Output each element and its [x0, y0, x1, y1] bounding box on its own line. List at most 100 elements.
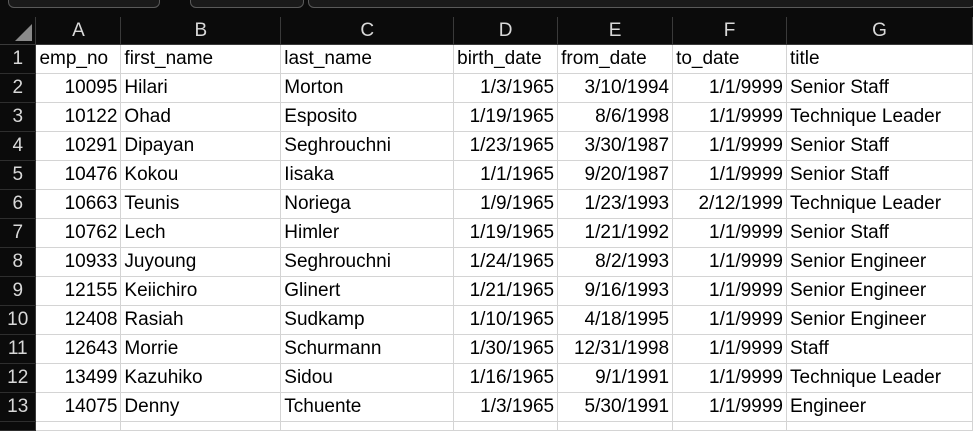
column-header-e[interactable]: E [557, 17, 674, 45]
cell-c9[interactable]: Glinert [280, 276, 455, 306]
cell-f13[interactable]: 1/1/9999 [672, 392, 787, 422]
column-header-g[interactable]: G [786, 17, 973, 45]
cell-d8[interactable]: 1/24/1965 [453, 247, 559, 277]
cell-b12[interactable]: Kazuhiko [120, 363, 282, 393]
cell-d1[interactable]: birth_date [453, 44, 559, 74]
cell-c13[interactable]: Tchuente [280, 392, 455, 422]
cell-f10[interactable]: 1/1/9999 [672, 305, 787, 335]
cell-d6[interactable]: 1/9/1965 [453, 189, 559, 219]
cell-b6[interactable]: Teunis [120, 189, 282, 219]
cell-d13[interactable]: 1/3/1965 [453, 392, 559, 422]
cell-d9[interactable]: 1/21/1965 [453, 276, 559, 306]
cell-e8[interactable]: 8/2/1993 [557, 247, 674, 277]
cell-d7[interactable]: 1/19/1965 [453, 218, 559, 248]
cell-g8[interactable]: Senior Engineer [786, 247, 973, 277]
cell-a5[interactable]: 10476 [35, 160, 122, 190]
cell-partial[interactable] [35, 421, 122, 431]
cell-c5[interactable]: Iisaka [280, 160, 455, 190]
cell-a12[interactable]: 13499 [35, 363, 122, 393]
cell-e7[interactable]: 1/21/1992 [557, 218, 674, 248]
toolbar-control[interactable] [8, 0, 160, 8]
column-header-a[interactable]: A [35, 17, 122, 45]
cell-partial[interactable] [120, 421, 282, 431]
column-header-f[interactable]: F [672, 17, 787, 45]
cell-a4[interactable]: 10291 [35, 131, 122, 161]
cell-g5[interactable]: Senior Staff [786, 160, 973, 190]
cell-b11[interactable]: Morrie [120, 334, 282, 364]
cell-b5[interactable]: Kokou [120, 160, 282, 190]
cell-partial[interactable] [672, 421, 787, 431]
cell-f11[interactable]: 1/1/9999 [672, 334, 787, 364]
cell-g2[interactable]: Senior Staff [786, 73, 973, 103]
cell-c3[interactable]: Esposito [280, 102, 455, 132]
cell-f1[interactable]: to_date [672, 44, 787, 74]
row-header[interactable]: 7 [0, 218, 37, 248]
cell-a8[interactable]: 10933 [35, 247, 122, 277]
cell-c2[interactable]: Morton [280, 73, 455, 103]
cell-g6[interactable]: Technique Leader [786, 189, 973, 219]
cell-e9[interactable]: 9/16/1993 [557, 276, 674, 306]
row-header[interactable]: 9 [0, 276, 37, 306]
cell-f3[interactable]: 1/1/9999 [672, 102, 787, 132]
column-header-d[interactable]: D [453, 17, 559, 45]
cell-a7[interactable]: 10762 [35, 218, 122, 248]
cell-d3[interactable]: 1/19/1965 [453, 102, 559, 132]
cell-g13[interactable]: Engineer [786, 392, 973, 422]
cell-partial[interactable] [786, 421, 973, 431]
cell-c1[interactable]: last_name [280, 44, 455, 74]
cell-e2[interactable]: 3/10/1994 [557, 73, 674, 103]
cell-partial[interactable] [280, 421, 455, 431]
cell-f2[interactable]: 1/1/9999 [672, 73, 787, 103]
cell-f7[interactable]: 1/1/9999 [672, 218, 787, 248]
column-header-b[interactable]: B [120, 17, 282, 45]
cell-e5[interactable]: 9/20/1987 [557, 160, 674, 190]
cell-a6[interactable]: 10663 [35, 189, 122, 219]
cell-d11[interactable]: 1/30/1965 [453, 334, 559, 364]
cell-f4[interactable]: 1/1/9999 [672, 131, 787, 161]
cell-f5[interactable]: 1/1/9999 [672, 160, 787, 190]
select-all-corner[interactable] [0, 17, 37, 45]
cell-d5[interactable]: 1/1/1965 [453, 160, 559, 190]
cell-e11[interactable]: 12/31/1998 [557, 334, 674, 364]
cell-c8[interactable]: Seghrouchni [280, 247, 455, 277]
cell-e12[interactable]: 9/1/1991 [557, 363, 674, 393]
cell-a1[interactable]: emp_no [35, 44, 122, 74]
cell-e4[interactable]: 3/30/1987 [557, 131, 674, 161]
cell-f8[interactable]: 1/1/9999 [672, 247, 787, 277]
cell-c6[interactable]: Noriega [280, 189, 455, 219]
cell-e13[interactable]: 5/30/1991 [557, 392, 674, 422]
cell-g11[interactable]: Staff [786, 334, 973, 364]
row-header[interactable]: 1 [0, 44, 37, 74]
toolbar-control[interactable] [190, 0, 304, 8]
row-header[interactable]: 6 [0, 189, 37, 219]
row-header[interactable]: 5 [0, 160, 37, 190]
cell-b10[interactable]: Rasiah [120, 305, 282, 335]
cell-c12[interactable]: Sidou [280, 363, 455, 393]
cell-b3[interactable]: Ohad [120, 102, 282, 132]
cell-c10[interactable]: Sudkamp [280, 305, 455, 335]
row-header[interactable]: 12 [0, 363, 37, 393]
cell-a3[interactable]: 10122 [35, 102, 122, 132]
cell-a2[interactable]: 10095 [35, 73, 122, 103]
row-header[interactable]: 4 [0, 131, 37, 161]
cell-a11[interactable]: 12643 [35, 334, 122, 364]
cell-f12[interactable]: 1/1/9999 [672, 363, 787, 393]
row-header[interactable]: 13 [0, 392, 37, 422]
cell-g10[interactable]: Senior Engineer [786, 305, 973, 335]
row-header[interactable] [0, 421, 37, 431]
cell-partial[interactable] [557, 421, 674, 431]
cell-b1[interactable]: first_name [120, 44, 282, 74]
cell-e10[interactable]: 4/18/1995 [557, 305, 674, 335]
cell-g9[interactable]: Senior Engineer [786, 276, 973, 306]
cell-b13[interactable]: Denny [120, 392, 282, 422]
cell-c4[interactable]: Seghrouchni [280, 131, 455, 161]
cell-b2[interactable]: Hilari [120, 73, 282, 103]
formula-bar[interactable] [308, 0, 973, 8]
cell-a13[interactable]: 14075 [35, 392, 122, 422]
cell-c7[interactable]: Himler [280, 218, 455, 248]
row-header[interactable]: 3 [0, 102, 37, 132]
cell-g12[interactable]: Technique Leader [786, 363, 973, 393]
cell-e1[interactable]: from_date [557, 44, 674, 74]
row-header[interactable]: 8 [0, 247, 37, 277]
row-header[interactable]: 11 [0, 334, 37, 364]
